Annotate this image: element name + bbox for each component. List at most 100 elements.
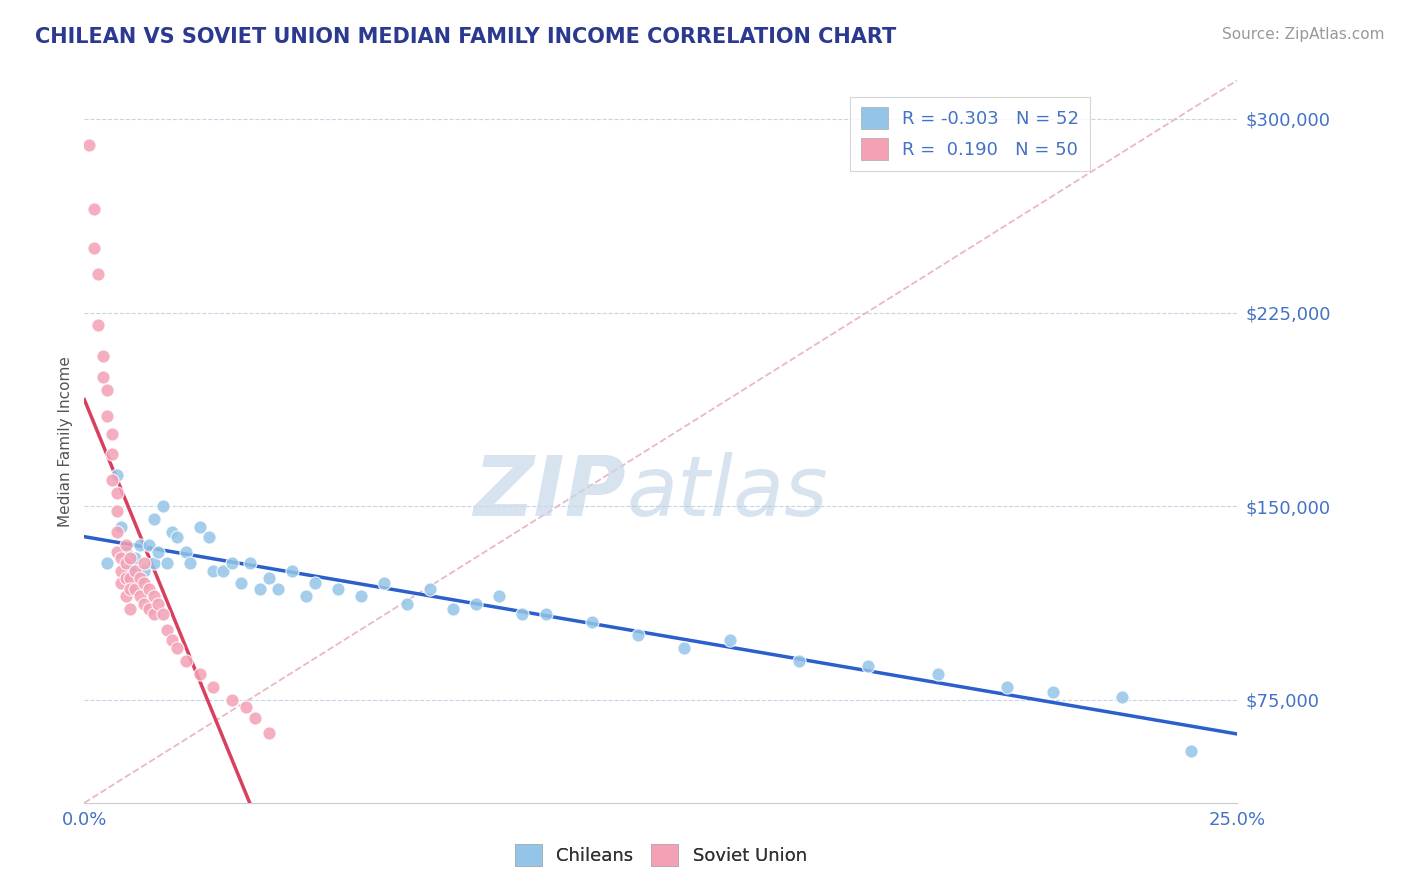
Point [77, 137, 100, 152]
Point [152, 499, 174, 513]
Point [110, 519, 132, 533]
Point [105, 468, 128, 483]
Point [105, 545, 128, 559]
Point [115, 545, 138, 559]
Point [188, 666, 211, 681]
Point [858, 659, 880, 673]
Point [120, 602, 142, 616]
Point [1111, 690, 1133, 704]
Point [294, 590, 316, 604]
Point [156, 623, 179, 637]
Point [160, 633, 183, 648]
Point [281, 564, 304, 578]
Point [138, 538, 160, 552]
Point [166, 640, 188, 655]
Point [96, 383, 118, 397]
Point [105, 504, 128, 518]
Point [534, 607, 557, 622]
Point [110, 564, 132, 578]
Point [115, 538, 138, 552]
Point [115, 590, 138, 604]
Point [488, 590, 510, 604]
Point [441, 602, 464, 616]
Point [160, 524, 183, 539]
Point [188, 519, 211, 533]
Point [101, 426, 124, 441]
Point [124, 550, 146, 565]
Point [156, 556, 179, 570]
Point [142, 512, 165, 526]
Point [87, 318, 110, 333]
Point [138, 582, 160, 596]
Point [115, 556, 138, 570]
Point [373, 576, 395, 591]
Point [627, 628, 650, 642]
Point [304, 576, 326, 591]
Point [142, 607, 165, 622]
Point [134, 564, 156, 578]
Point [787, 654, 810, 668]
Point [146, 597, 169, 611]
Point [124, 582, 146, 596]
Y-axis label: Median Family Income: Median Family Income [58, 356, 73, 527]
Point [110, 550, 132, 565]
Point [124, 564, 146, 578]
Point [221, 692, 243, 706]
Point [350, 590, 373, 604]
Point [995, 680, 1018, 694]
Point [120, 550, 142, 565]
Point [166, 530, 188, 544]
Point [512, 607, 534, 622]
Point [718, 633, 741, 648]
Point [83, 241, 105, 255]
Point [105, 486, 128, 500]
Point [326, 582, 349, 596]
Point [128, 571, 150, 585]
Text: CHILEAN VS SOVIET UNION MEDIAN FAMILY INCOME CORRELATION CHART: CHILEAN VS SOVIET UNION MEDIAN FAMILY IN… [35, 27, 897, 46]
Point [152, 607, 174, 622]
Point [96, 556, 118, 570]
Point [257, 571, 280, 585]
Point [101, 447, 124, 461]
Point [83, 202, 105, 217]
Point [179, 556, 201, 570]
Point [96, 409, 118, 423]
Point [465, 597, 488, 611]
Point [101, 473, 124, 487]
Point [146, 545, 169, 559]
Point [87, 267, 110, 281]
Point [1042, 685, 1064, 699]
Point [120, 582, 142, 596]
Point [128, 538, 150, 552]
Point [142, 556, 165, 570]
Point [91, 370, 114, 384]
Point [198, 530, 221, 544]
Point [120, 561, 142, 575]
Point [221, 556, 243, 570]
Point [134, 597, 156, 611]
Text: Source: ZipAtlas.com: Source: ZipAtlas.com [1222, 27, 1385, 42]
Point [120, 571, 142, 585]
Point [267, 582, 290, 596]
Point [115, 571, 138, 585]
Point [672, 640, 695, 655]
Point [138, 602, 160, 616]
Point [134, 556, 156, 570]
Point [142, 590, 165, 604]
Point [110, 576, 132, 591]
Legend: Chileans, Soviet Union: Chileans, Soviet Union [508, 837, 814, 873]
Point [419, 582, 441, 596]
Point [581, 615, 603, 630]
Point [134, 576, 156, 591]
Point [927, 666, 949, 681]
Point [231, 576, 253, 591]
Point [91, 350, 114, 364]
Point [105, 524, 128, 539]
Point [174, 654, 197, 668]
Point [211, 564, 233, 578]
Point [174, 545, 197, 559]
Point [202, 564, 225, 578]
Point [249, 582, 271, 596]
Point [128, 590, 150, 604]
Point [243, 711, 266, 725]
